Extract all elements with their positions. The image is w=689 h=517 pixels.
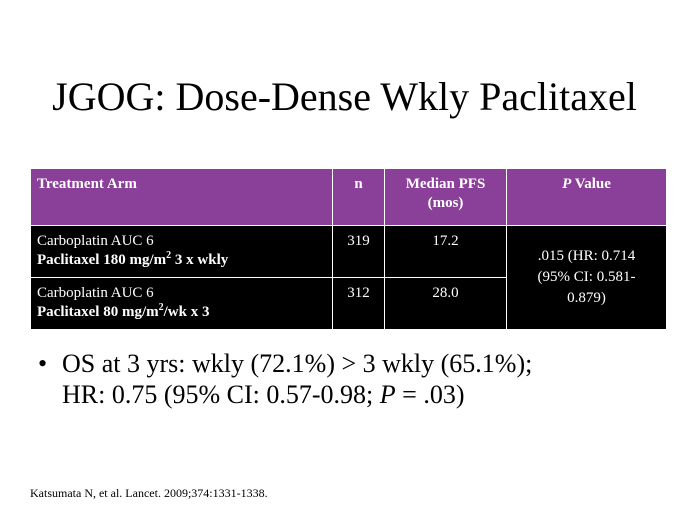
header-n: n	[332, 168, 385, 226]
bullet-line1: OS at 3 yrs: wkly (72.1%) > 3 wkly (65.1…	[62, 349, 533, 378]
header-p-value: P Value	[506, 168, 667, 226]
table-row: Carboplatin AUC 6 Paclitaxel 180 mg/m2 3…	[30, 225, 667, 330]
slide-title: JGOG: Dose-Dense Wkly Paclitaxel	[52, 74, 637, 119]
bullet-line2-pre: HR: 0.75 (95% CI: 0.57-0.98;	[62, 380, 380, 409]
header-pfs-line2: (mos)	[427, 195, 464, 211]
bullet-line2: HR: 0.75 (95% CI: 0.57-0.98; P = .03)	[62, 379, 658, 410]
arm-cell: Carboplatin AUC 6 Paclitaxel 180 mg/m2 3…	[30, 225, 333, 278]
bullet-line2-italic: P	[379, 380, 396, 409]
bullet-line2-post: = .03)	[395, 380, 465, 409]
arm-line2-sup: 2	[158, 302, 164, 313]
arm-line2: Paclitaxel 80 mg/m2/wk x 3	[37, 303, 326, 322]
p-value-cell: .015 (HR: 0.714 (95% CI: 0.581- 0.879)	[506, 225, 667, 330]
header-median-pfs: Median PFS (mos)	[384, 168, 507, 226]
header-p-rest: Value	[571, 176, 611, 192]
pfs-cell: 28.0	[384, 277, 507, 330]
bullet-point: • OS at 3 yrs: wkly (72.1%) > 3 wkly (65…	[38, 348, 658, 410]
bullet-marker: •	[38, 349, 48, 378]
arm-line1: Carboplatin AUC 6	[37, 285, 154, 301]
table-header-row: Treatment Arm n Median PFS (mos) P Value	[30, 168, 667, 226]
pfs-cell: 17.2	[384, 225, 507, 278]
n-cell: 319	[332, 225, 385, 278]
header-pfs-line1: Median PFS	[405, 176, 486, 192]
arm-cell: Carboplatin AUC 6 Paclitaxel 80 mg/m2/wk…	[30, 277, 333, 330]
n-cell: 312	[332, 277, 385, 330]
header-p-italic: P	[562, 176, 572, 192]
header-treatment-arm: Treatment Arm	[30, 168, 333, 226]
table-row: Carboplatin AUC 6 Paclitaxel 80 mg/m2/wk…	[30, 277, 667, 330]
arm-line2-pre: Paclitaxel 80 mg/m	[37, 304, 159, 320]
results-table: Treatment Arm n Median PFS (mos) P Value…	[30, 168, 667, 330]
arm-line2-post: /wk x 3	[163, 304, 210, 320]
arm-line2-post: 3 x wkly	[171, 252, 229, 268]
citation: Katsumata N, et al. Lancet. 2009;374:133…	[30, 486, 268, 500]
arm-line1: Carboplatin AUC 6	[37, 233, 154, 249]
arm-line2-pre: Paclitaxel 180 mg/m	[37, 252, 167, 268]
p-value-line1: .015 (HR: 0.714	[537, 248, 636, 264]
p-value-line2: (95% CI: 0.581-	[537, 269, 636, 285]
arm-line2: Paclitaxel 180 mg/m2 3 x wkly	[37, 251, 326, 270]
arm-line2-sup: 2	[166, 250, 172, 261]
p-value-line3: 0.879)	[567, 290, 606, 306]
